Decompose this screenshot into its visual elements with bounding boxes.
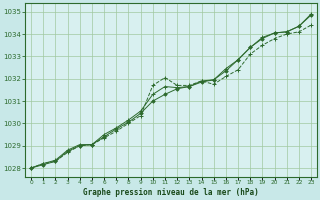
X-axis label: Graphe pression niveau de la mer (hPa): Graphe pression niveau de la mer (hPa) xyxy=(83,188,259,197)
